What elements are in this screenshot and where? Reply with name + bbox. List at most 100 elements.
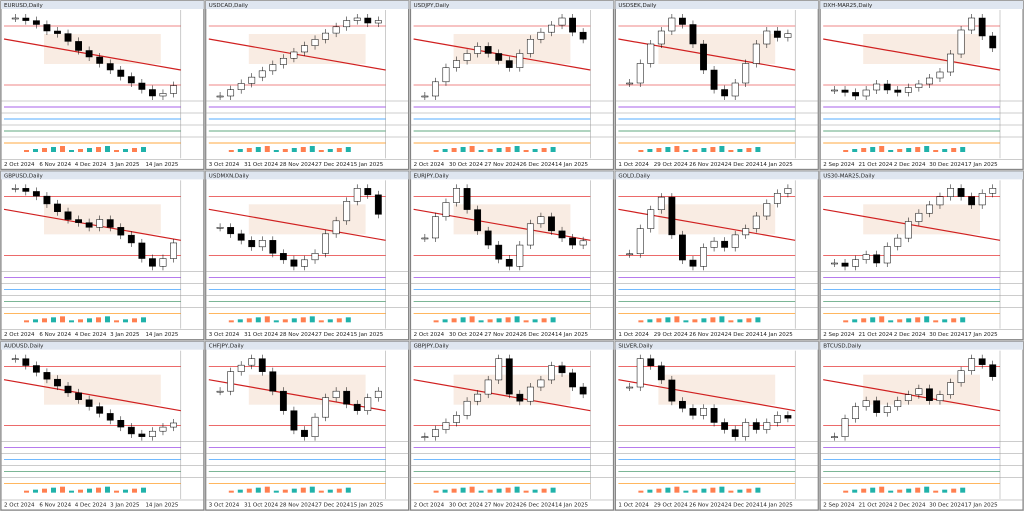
candle bbox=[647, 358, 655, 367]
histogram-bar bbox=[656, 318, 662, 323]
candle bbox=[248, 358, 256, 366]
candle bbox=[862, 254, 870, 260]
histogram-bar bbox=[141, 147, 146, 152]
date-label: 26 Nov 2024 bbox=[689, 332, 725, 338]
candle bbox=[721, 240, 729, 248]
moving-average bbox=[823, 38, 1001, 71]
histogram-bar bbox=[897, 319, 903, 323]
histogram-bar bbox=[915, 317, 921, 323]
histogram-bar bbox=[42, 488, 47, 493]
candle bbox=[332, 26, 340, 34]
histogram-bar bbox=[701, 318, 707, 323]
histogram-bar bbox=[665, 487, 671, 493]
candle bbox=[343, 201, 351, 222]
date-label: 2 Oct 2024 bbox=[4, 162, 35, 168]
candle bbox=[216, 227, 224, 229]
candle bbox=[138, 242, 146, 259]
histogram-bar bbox=[755, 317, 761, 323]
date-label: 14 Jan 2025 bbox=[760, 503, 793, 509]
window-title: GBPUSD,Daily bbox=[4, 173, 44, 179]
candle bbox=[421, 237, 429, 240]
date-label: 26 Dec 2024 bbox=[520, 503, 556, 509]
histogram-bar bbox=[674, 486, 680, 493]
histogram-bar bbox=[246, 148, 252, 152]
histogram-bar bbox=[60, 486, 65, 493]
candle bbox=[237, 83, 245, 90]
histogram-bar bbox=[496, 488, 502, 493]
histogram-bar bbox=[942, 489, 948, 493]
date-label: 1 Oct 2024 bbox=[618, 162, 649, 168]
histogram-bar bbox=[291, 488, 297, 493]
date-label: 15 Jan 2025 bbox=[350, 332, 383, 338]
histogram-bar bbox=[960, 317, 966, 323]
candle bbox=[894, 400, 902, 407]
candle bbox=[968, 358, 976, 371]
candle bbox=[495, 244, 503, 260]
histogram-bar bbox=[888, 150, 894, 152]
candle bbox=[894, 237, 902, 247]
candle bbox=[322, 397, 329, 418]
candle bbox=[516, 393, 524, 402]
candle bbox=[311, 253, 319, 261]
candle bbox=[936, 71, 944, 79]
histogram-bar bbox=[264, 316, 270, 323]
window-title: USDMXN,Daily bbox=[209, 173, 250, 179]
histogram-bar bbox=[442, 149, 448, 152]
histogram-bar bbox=[870, 487, 876, 493]
histogram-bar bbox=[87, 488, 92, 493]
histogram-bar bbox=[879, 146, 885, 152]
candle bbox=[841, 89, 849, 93]
candle bbox=[505, 60, 513, 68]
candle bbox=[149, 89, 156, 97]
histogram-bar bbox=[870, 147, 876, 152]
candle bbox=[64, 211, 72, 220]
candle bbox=[989, 364, 997, 377]
candle bbox=[852, 406, 859, 419]
candle bbox=[159, 93, 167, 97]
histogram-bar bbox=[87, 148, 92, 152]
histogram-bar bbox=[478, 490, 484, 493]
date-label: 27 Dec 2024 bbox=[315, 162, 351, 168]
candle bbox=[495, 53, 503, 61]
chart-window: GOLD,Daily 1 Oct 2024 29 Oct 2024 26 Nov 20… bbox=[614, 170, 819, 341]
candle bbox=[978, 193, 986, 206]
window-title: USDSEK,Daily bbox=[618, 3, 657, 9]
candle bbox=[852, 92, 859, 97]
chart-window: USDSEK,Daily 1 Oct 2024 29 Oct 2024 26 Nov … bbox=[614, 0, 819, 170]
candle bbox=[216, 95, 224, 98]
chart-window: USDJPY,Daily 2 Oct 2024 30 Oct 2024 27 Nov … bbox=[410, 0, 614, 170]
chart-window: DXH-MAR25,Daily 2 Sep 2024 21 Oct 2024 2 De… bbox=[819, 0, 1024, 170]
candle bbox=[248, 240, 256, 248]
histogram-bar bbox=[710, 487, 716, 493]
histogram-bar bbox=[132, 148, 137, 152]
date-label: 14 Jan 2025 bbox=[760, 332, 793, 338]
histogram-bar bbox=[942, 149, 948, 152]
date-label: 27 Dec 2024 bbox=[315, 503, 351, 509]
histogram-bar bbox=[523, 320, 529, 323]
candle bbox=[947, 188, 954, 197]
histogram-bar bbox=[318, 150, 324, 152]
histogram-bar bbox=[105, 486, 110, 493]
candle bbox=[484, 46, 492, 54]
date-label: 3 Oct 2024 bbox=[209, 162, 240, 168]
candle bbox=[537, 31, 545, 40]
candle bbox=[258, 70, 266, 78]
date-label: 15 Jan 2025 bbox=[350, 162, 383, 168]
candle bbox=[127, 234, 135, 244]
date-label: 26 Nov 2024 bbox=[689, 162, 725, 168]
candle bbox=[421, 436, 429, 438]
candle bbox=[117, 227, 125, 236]
candle bbox=[474, 46, 482, 54]
candle bbox=[548, 365, 555, 381]
candle bbox=[322, 32, 329, 40]
date-label: 2 Dec 2024 bbox=[894, 503, 926, 509]
histogram-bar bbox=[737, 489, 743, 493]
window-title: EURUSD,Daily bbox=[4, 3, 43, 9]
date-label: 30 Dec 2024 bbox=[929, 162, 965, 168]
date-label: 14 Jan 2025 bbox=[145, 503, 178, 509]
candle bbox=[668, 379, 676, 402]
candle bbox=[831, 262, 838, 265]
title-bar bbox=[615, 341, 819, 350]
candle bbox=[763, 422, 771, 430]
histogram-bar bbox=[309, 316, 315, 323]
